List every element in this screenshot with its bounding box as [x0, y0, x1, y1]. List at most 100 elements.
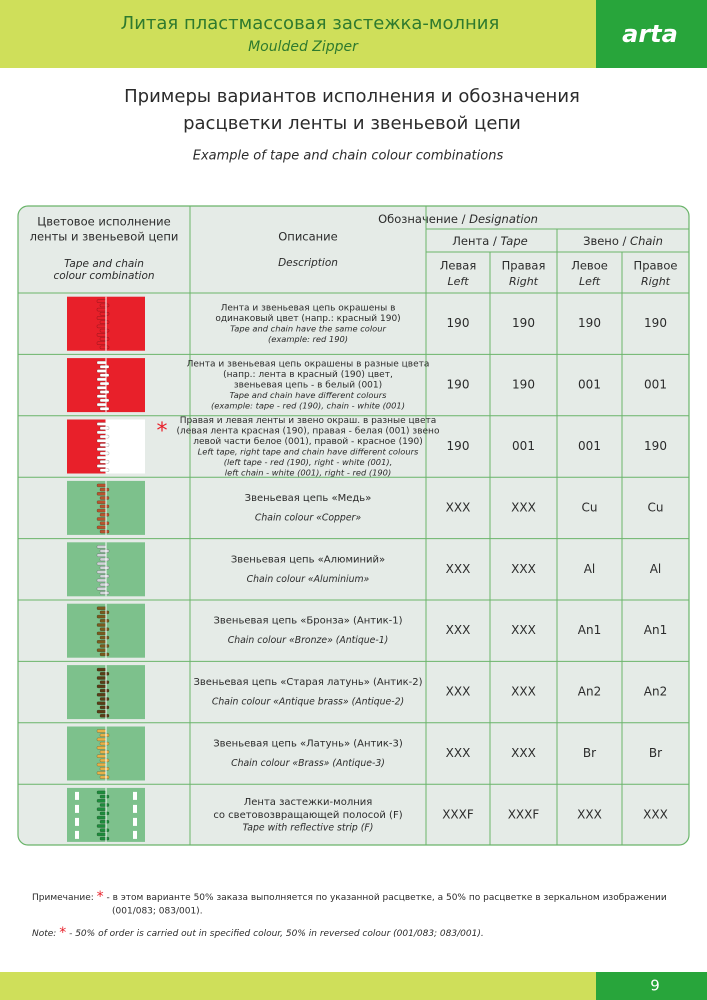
zipper-tooth: [99, 303, 110, 308]
description-en: Chain colour «Brass» (Antique-3): [231, 758, 385, 769]
zipper-tooth: [96, 676, 107, 680]
col1-header: Цветовое исполнение: [37, 215, 170, 229]
column-header-en: Left: [579, 275, 601, 288]
designation-value: 190: [578, 316, 601, 330]
zipper-tooth: [96, 483, 107, 488]
zipper-tooth: [99, 672, 110, 676]
chain-header: Звено / Chain: [583, 234, 663, 248]
designation-value: XXX: [511, 623, 536, 637]
zipper-tooth: [99, 468, 110, 472]
designation-value: An1: [644, 623, 667, 637]
designation-value: 190: [512, 378, 535, 392]
zipper-tooth: [99, 714, 110, 718]
zipper-tooth: [99, 451, 110, 456]
header-subtitle: Moulded Zipper: [248, 39, 359, 55]
tape-right: [106, 603, 145, 658]
zipper-tooth: [99, 705, 110, 710]
designation-value: Cu: [582, 500, 598, 514]
tape-right: [106, 419, 145, 474]
zipper-tooth: [99, 496, 110, 500]
designation-value: Al: [650, 562, 662, 576]
column-header-en: Left: [447, 275, 469, 288]
col2-header: Описание: [278, 230, 337, 244]
note-ru: Примечание: * - в этом варианте 50% зака…: [32, 889, 667, 905]
zipper-tooth: [99, 591, 110, 595]
zipper-tooth: [99, 460, 110, 464]
col1-header-en: Tape and chain: [64, 258, 144, 270]
zipper-tooth: [99, 566, 110, 570]
zipper-tooth: [96, 422, 107, 426]
column-header: Правая: [502, 259, 546, 273]
zipper-tooth: [99, 610, 110, 615]
zipper-tooth: [99, 345, 110, 350]
zipper-tooth: [96, 508, 107, 513]
zipper-tooth: [96, 799, 107, 803]
zipper-tooth: [96, 807, 107, 811]
description-en: Chain colour «Bronze» (Antique-1): [228, 635, 389, 646]
zipper-tooth: [96, 386, 107, 390]
designation-value: 190: [447, 378, 470, 392]
zipper-tooth: [96, 561, 107, 566]
zipper-tooth: [96, 614, 107, 619]
description-ru: Звеньевая цепь «Латунь» (Антик-3): [213, 739, 403, 750]
column-header: Левое: [571, 259, 608, 273]
zipper-tooth: [96, 517, 107, 521]
zipper-tooth: [99, 521, 110, 525]
column-header: Правое: [634, 259, 678, 273]
zipper-tooth: [96, 587, 107, 591]
zipper-tooth: [96, 729, 107, 733]
designation-value: An1: [578, 623, 601, 637]
zipper-tooth: [96, 377, 107, 382]
zipper-tooth: [96, 430, 107, 435]
zipper-tooth: [96, 824, 107, 828]
zipper-tooth: [99, 758, 110, 763]
zipper-tooth: [99, 434, 110, 439]
tape-right: [106, 726, 145, 781]
zipper-tooth: [96, 693, 107, 697]
zipper-tooth: [99, 652, 110, 657]
reflective-strip: [133, 804, 137, 813]
note-en: Note: * - 50% of order is carried out in…: [32, 925, 484, 941]
reflective-strip: [75, 817, 79, 826]
description-en: Left tape, right tape and chain have dif…: [198, 446, 419, 456]
zipper-tooth: [99, 312, 110, 316]
zipper-tooth: [99, 775, 110, 779]
zipper-tooth: [96, 790, 107, 795]
designation-value: XXX: [643, 807, 668, 821]
zipper-tooth: [99, 407, 110, 411]
description-ru: одинаковый цвет (напр.: красный 190): [215, 314, 400, 324]
zipper-tooth: [99, 513, 110, 517]
zipper-tooth: [99, 549, 110, 553]
asterisk: *: [157, 419, 168, 444]
column-header-en: Right: [509, 275, 539, 288]
description-en: Chain colour «Aluminium»: [247, 574, 370, 585]
designation-value: XXXF: [508, 807, 540, 821]
tape-right: [106, 542, 145, 597]
header-band: [0, 0, 596, 68]
designation-value: An2: [578, 685, 601, 699]
designation-value: 190: [447, 316, 470, 330]
designation-value: 190: [644, 439, 667, 453]
description-ru: Правая и левая ленты и звено окраш. в ра…: [180, 416, 437, 426]
footer-band: [0, 972, 596, 1000]
zipper-tooth: [96, 333, 107, 337]
zipper-tooth: [96, 360, 107, 365]
zipper-tooth: [99, 504, 110, 509]
description-ru: левой части белое (001), правой - красно…: [193, 437, 423, 447]
zipper-tooth: [99, 750, 110, 754]
zipper-tooth: [99, 697, 110, 701]
description-ru: Лента и звеньевая цепь окрашены в разные…: [187, 360, 430, 370]
description-en: (example: red 190): [268, 334, 348, 344]
description-ru: Звеньевая цепь «Старая латунь» (Антик-2): [193, 677, 422, 688]
zipper-tooth: [99, 381, 110, 386]
zipper-tooth: [99, 529, 110, 534]
designation-value: XXX: [511, 746, 536, 760]
zipper-tooth: [99, 644, 110, 648]
designation-value: XXX: [446, 500, 471, 514]
zipper-tooth: [96, 606, 107, 610]
zipper-tooth: [99, 619, 110, 623]
designation-value: Br: [649, 746, 662, 760]
designation-value: 190: [512, 316, 535, 330]
designation-value: XXX: [511, 685, 536, 699]
